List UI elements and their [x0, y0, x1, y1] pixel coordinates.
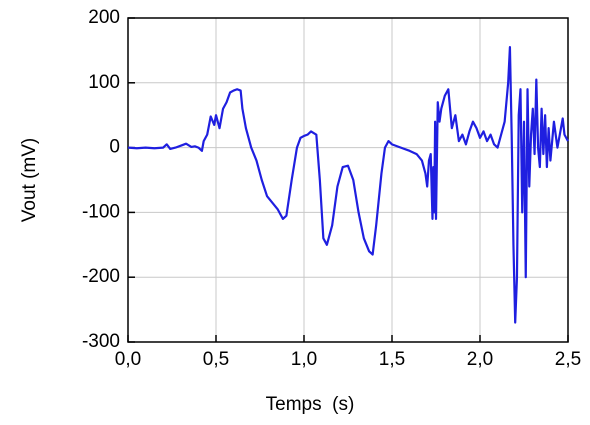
x-tick-label: 1,0 — [291, 349, 317, 370]
y-tick-label: -100 — [82, 201, 120, 222]
x-tick-label: 0,0 — [115, 349, 141, 370]
x-axis-label: Temps (s) — [266, 394, 355, 415]
x-tick-label: 0,5 — [203, 349, 229, 370]
plot-frame — [127, 17, 569, 343]
y-tick-label: 100 — [88, 72, 120, 93]
x-tick-label: 2,0 — [467, 349, 493, 370]
data-line — [127, 46, 569, 324]
y-tick-label: -300 — [82, 331, 120, 352]
y-tick-label: -200 — [82, 266, 120, 287]
y-tick-label: 0 — [109, 137, 120, 158]
y-tick-label: 200 — [88, 7, 120, 28]
y-axis-label: Vout (mV) — [19, 138, 40, 222]
x-tick-label: 2,5 — [555, 349, 581, 370]
x-tick-label: 1,5 — [379, 349, 405, 370]
